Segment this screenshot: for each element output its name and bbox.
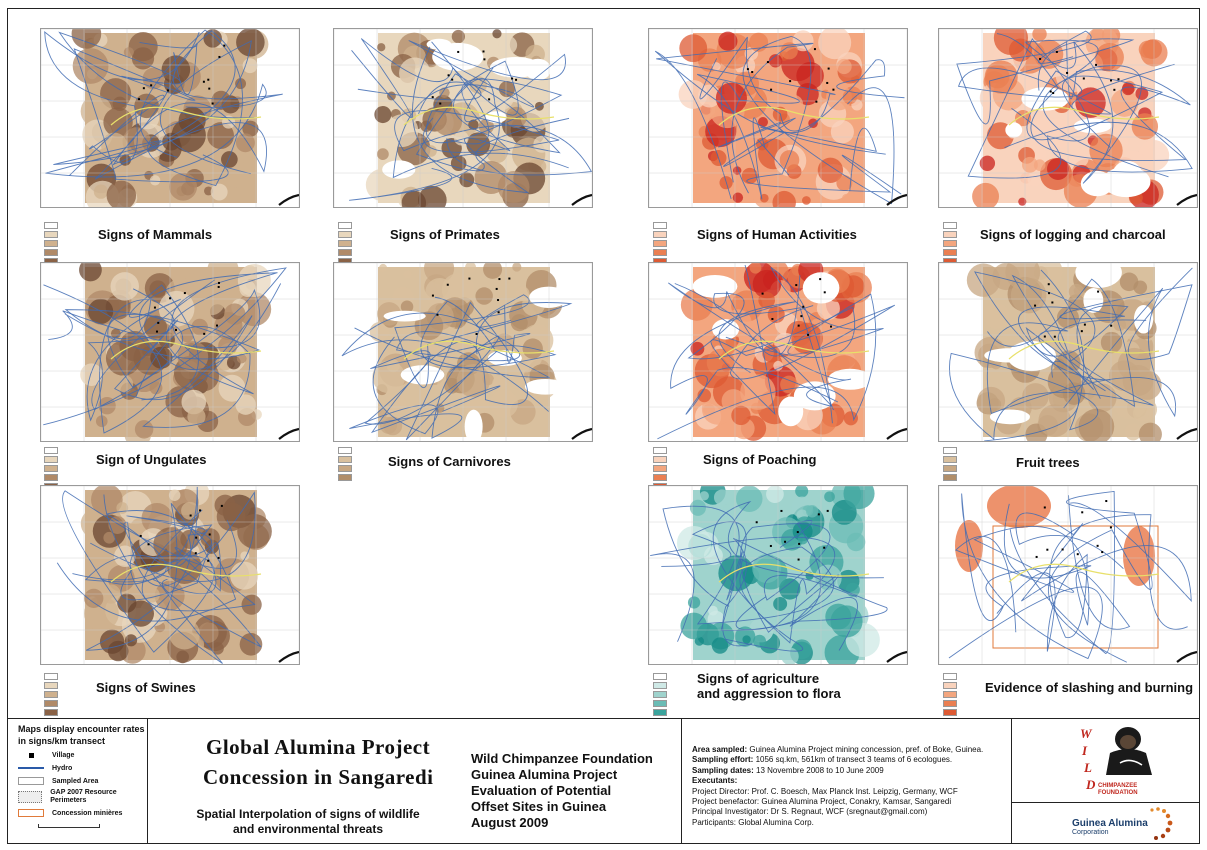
interpolation-map-poaching (649, 263, 907, 441)
legend-item-village: Village (18, 750, 147, 760)
org-block: Wild Chimpanzee Foundation Guinea Alumin… (471, 751, 653, 830)
panel-title-slashing: Evidence of slashing and burning (985, 680, 1194, 695)
interpolation-map-primates (334, 29, 592, 207)
map-panel-agriculture (648, 485, 908, 665)
scale-bar (38, 824, 100, 828)
legend-item-concession: Concession minières (18, 808, 147, 818)
interpolation-map-agriculture (649, 486, 907, 664)
panel-legend-agriculture (653, 673, 679, 718)
legend-item-hydro: Hydro (18, 763, 147, 773)
map-panel-slashing (938, 485, 1198, 665)
map-panel-poaching (648, 262, 908, 442)
legend-heading: Maps display encounter rates in signs/km… (18, 724, 145, 746)
panel-legend-logging (943, 222, 969, 267)
map-panel-fruit (938, 262, 1198, 442)
interpolation-map-mammals (41, 29, 299, 207)
map-panel-ungulates (40, 262, 300, 442)
panel-legend-fruit (943, 447, 969, 483)
panel-title-ungulates: Sign of Ungulates (96, 452, 207, 467)
panel-legend-slashing (943, 673, 969, 718)
panel-legend-carnivores (338, 447, 364, 483)
map-panel-mammals (40, 28, 300, 208)
project-info: Area sampled: Guinea Alumina Project min… (682, 719, 1012, 844)
interpolation-map-logging (939, 29, 1197, 207)
wcf-logo: W I L D CHIMPANZEE FOUNDATION (1012, 719, 1199, 803)
panel-title-swines: Signs of Swines (96, 680, 196, 695)
interpolation-map-carnivores (334, 263, 592, 441)
interpolation-map-slashing (939, 486, 1197, 664)
project-title-line2: Concession in Sangaredi (203, 765, 434, 789)
map-panel-carnivores (333, 262, 593, 442)
interpolation-map-ungulates (41, 263, 299, 441)
interpolation-map-swines (41, 486, 299, 664)
panel-legend-human (653, 222, 679, 267)
panel-title-human: Signs of Human Activities (697, 227, 857, 242)
map-panel-primates (333, 28, 593, 208)
legend-item-sampled: Sampled Area (18, 776, 147, 786)
map-panel-human (648, 28, 908, 208)
map-legend: Maps display encounter rates in signs/km… (8, 719, 148, 844)
project-subtitle: Spatial Interpolation of signs of wildli… (196, 807, 420, 836)
panel-title-poaching: Signs of Poaching (703, 452, 817, 467)
title-block: Global Alumina Project Concession in San… (148, 719, 682, 844)
interpolation-map-fruit (939, 263, 1197, 441)
panel-title-logging: Signs of logging and charcoal (980, 227, 1166, 242)
panel-legend-swines (44, 673, 70, 718)
footer-strip: Maps display encounter rates in signs/km… (8, 718, 1199, 844)
panel-title-carnivores: Signs of Carnivores (388, 454, 511, 469)
dots-emblem-icon (1150, 807, 1173, 840)
interpolation-map-human (649, 29, 907, 207)
map-sheet-frame (7, 8, 1200, 844)
panel-legend-mammals (44, 222, 70, 267)
panel-title-agriculture: Signs of agriculture and aggression to fl… (697, 671, 841, 701)
panel-legend-primates (338, 222, 364, 267)
panel-title-mammals: Signs of Mammals (98, 227, 213, 242)
panel-title-fruit: Fruit trees (1016, 455, 1080, 470)
project-title-line1: Global Alumina Project (206, 735, 431, 759)
guinea-alumina-logo: Guinea Alumina Corporation (1012, 802, 1199, 844)
legend-item-gap: GAP 2007 Resource Perimeters (18, 789, 147, 805)
panel-title-primates: Signs of Primates (390, 227, 500, 242)
map-panel-swines (40, 485, 300, 665)
map-panel-logging (938, 28, 1198, 208)
chimpanzee-icon (1106, 727, 1152, 775)
logos: W I L D CHIMPANZEE FOUNDATION Guinea Alu… (1012, 719, 1199, 844)
